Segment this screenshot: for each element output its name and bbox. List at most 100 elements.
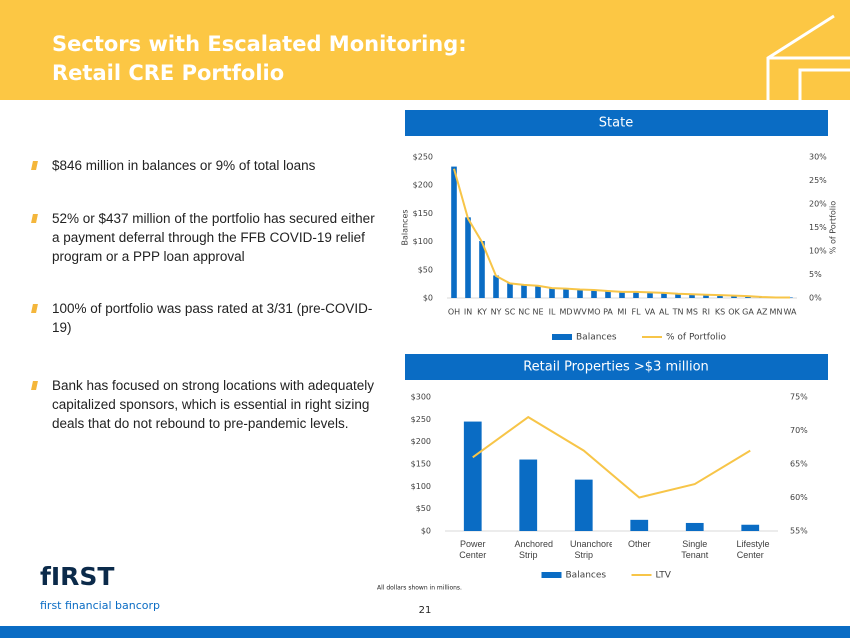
bar xyxy=(535,285,541,298)
footnote: All dollars shown in millions. xyxy=(377,585,462,592)
title-line: Sectors with Escalated Monitoring: xyxy=(52,32,467,56)
y2-tick-label: 10% xyxy=(809,247,827,256)
y-tick-label: $200 xyxy=(413,181,433,190)
title: Sectors with Escalated Monitoring: Retai… xyxy=(52,30,467,88)
header-graphic xyxy=(766,14,850,100)
legend-label: % of Portfolio xyxy=(666,333,726,343)
bar xyxy=(479,241,485,298)
bullet: $846 million in balances or 9% of total … xyxy=(52,156,382,175)
section-header xyxy=(405,110,828,136)
x-tick-label: MO xyxy=(587,308,600,317)
x-tick-label: WA xyxy=(784,308,797,317)
y-tick-label: $250 xyxy=(411,415,431,424)
y-tick-label: $100 xyxy=(411,482,431,491)
x-tick-label: Other xyxy=(627,539,651,549)
legend-swatch xyxy=(541,572,562,578)
line xyxy=(472,415,751,499)
x-tick-label: RI xyxy=(702,308,710,317)
bullet: Bank has focused on strong locations wit… xyxy=(52,376,382,433)
title-line: Retail CRE Portfolio xyxy=(52,61,285,85)
bar xyxy=(521,284,527,298)
x-label-box: Unanchored Strip xyxy=(570,539,612,560)
bar xyxy=(675,293,681,298)
y-tick-label: $200 xyxy=(411,437,431,446)
y2-tick-label: 75% xyxy=(790,393,808,402)
x-tick-label: PA xyxy=(603,308,613,317)
header-band xyxy=(0,0,850,100)
logo: fIRST xyxy=(40,562,115,591)
bar xyxy=(685,522,704,531)
legend-label: Balances xyxy=(566,571,607,581)
x-tick-label: SC xyxy=(505,308,516,317)
bar xyxy=(549,287,555,298)
footer-band xyxy=(0,626,850,638)
x-tick-label: WV xyxy=(573,308,587,317)
x-tick-label: Power Center xyxy=(459,539,487,560)
x-tick-label: Lifestyle Center xyxy=(736,539,770,560)
section-header xyxy=(405,354,828,380)
bar xyxy=(563,288,569,298)
x-tick-label: NY xyxy=(491,308,502,317)
x-tick-label: FL xyxy=(631,308,641,317)
bar xyxy=(619,291,625,298)
bar xyxy=(689,294,695,298)
y-tick-label: $150 xyxy=(411,460,431,469)
chart-title: State xyxy=(599,116,633,131)
bullet: 52% or $437 million of the portfolio has… xyxy=(52,209,382,266)
line xyxy=(453,168,790,299)
company-name: first financial bancorp xyxy=(40,599,160,612)
x-tick-label: Unanchored Strip xyxy=(570,539,612,560)
x-tick-label: VA xyxy=(645,308,656,317)
y2-tick-label: 5% xyxy=(809,270,822,279)
x-label-box: Anchored Strip xyxy=(514,539,554,560)
legend-label: Balances xyxy=(576,333,617,343)
y-tick-label: $0 xyxy=(423,294,433,303)
x-label-box: Lifestyle Center xyxy=(736,539,770,560)
bar xyxy=(519,459,538,531)
bar xyxy=(647,292,653,298)
bar xyxy=(574,479,593,531)
y2-tick-label: 25% xyxy=(809,176,827,185)
x-tick-label: MS xyxy=(686,308,698,317)
y2-tick-label: 55% xyxy=(790,527,808,536)
x-label-box: Single Tenant xyxy=(681,539,708,560)
y-tick-label: $150 xyxy=(413,209,433,218)
x-tick-label: KY xyxy=(477,308,487,317)
x-tick-label: Anchored Strip xyxy=(514,539,554,560)
x-tick-label: IL xyxy=(549,308,556,317)
bar xyxy=(605,290,611,298)
legend-swatch xyxy=(552,334,572,340)
x-tick-label: OK xyxy=(728,308,740,317)
y2-tick-label: 65% xyxy=(790,460,808,469)
y-axis-label: Balances xyxy=(401,209,410,245)
bar xyxy=(451,166,457,298)
bar xyxy=(493,275,499,298)
y-tick-label: $0 xyxy=(421,527,431,536)
bar xyxy=(741,524,760,531)
y2-tick-label: 15% xyxy=(809,223,827,232)
y-tick-label: $50 xyxy=(416,504,431,513)
x-tick-label: MD xyxy=(559,308,572,317)
bar xyxy=(745,296,751,298)
x-tick-label: AZ xyxy=(757,308,768,317)
y-tick-label: $100 xyxy=(413,237,433,246)
y2-tick-label: 20% xyxy=(809,200,827,209)
bar xyxy=(591,290,597,298)
bar xyxy=(507,283,513,298)
y-tick-label: $250 xyxy=(413,153,433,162)
x-tick-label: KS xyxy=(715,308,725,317)
bar xyxy=(463,421,482,531)
bar xyxy=(661,292,667,298)
x-tick-label: TN xyxy=(672,308,684,317)
bar xyxy=(465,217,471,298)
y2-tick-label: 30% xyxy=(809,153,827,162)
bullet: 100% of portfolio was pass rated at 3/31… xyxy=(52,299,382,337)
chart-title: Retail Properties >$3 million xyxy=(523,360,709,375)
page-number: 21 xyxy=(419,605,432,616)
x-label-box: Power Center xyxy=(459,539,487,560)
x-tick-label: GA xyxy=(742,308,754,317)
y2-axis-label: % of Portfolio xyxy=(829,201,838,254)
y2-tick-label: 60% xyxy=(790,493,808,502)
x-tick-label: NC xyxy=(518,308,530,317)
